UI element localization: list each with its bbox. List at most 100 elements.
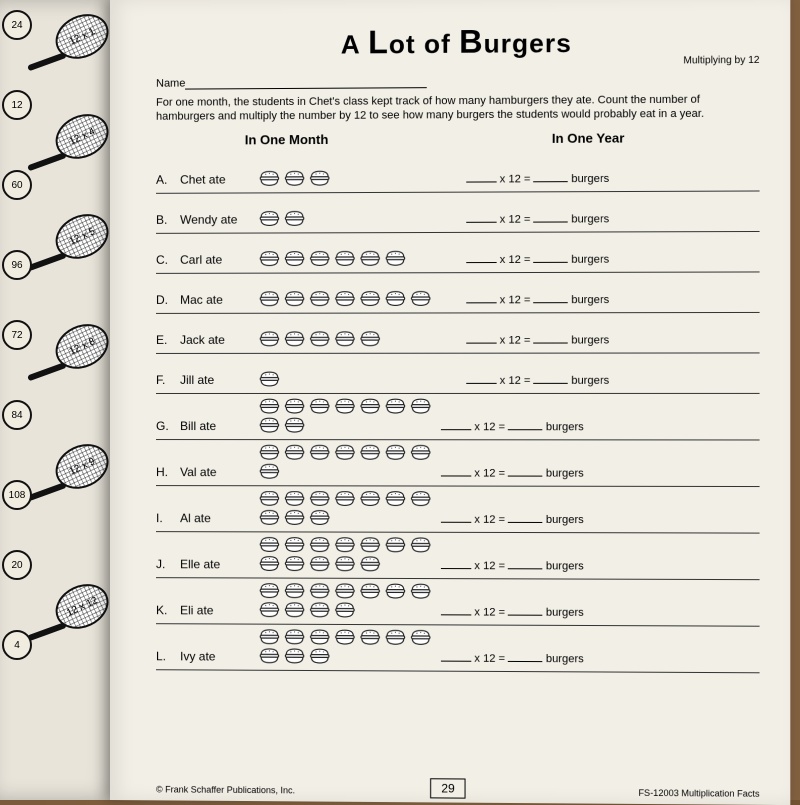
answer-blank-count[interactable] [441, 420, 471, 430]
equation: x 12 = burgers [466, 212, 644, 230]
answer-blank-product[interactable] [534, 333, 569, 343]
student-row: I. Al ate [156, 486, 760, 534]
answer-blank-product[interactable] [508, 420, 543, 430]
burger-icon [309, 398, 331, 415]
burger-icon [410, 398, 432, 415]
burger-icon [309, 330, 331, 347]
left-page: 12 x 1 12 x 4 12 x 5 12 x 8 12 x 9 12 x … [0, 0, 120, 800]
student-row: F. Jill ate x 12 = burgers [156, 353, 760, 394]
answer-blank-count[interactable] [466, 212, 496, 222]
burger-icon [309, 509, 331, 526]
racket-icon: 12 x 4 [17, 106, 120, 198]
equation: x 12 = burgers [466, 373, 644, 390]
burger-icon [309, 290, 331, 307]
answer-blank-product[interactable] [534, 212, 569, 222]
burger-icon [359, 290, 381, 307]
burger-icon [284, 555, 306, 572]
burger-count-icons [258, 250, 466, 271]
racket-icon: 12 x 12 [17, 576, 120, 668]
burger-icon [309, 490, 331, 507]
burger-icon [334, 490, 356, 507]
footer-right: FS-12003 Multiplication Facts [638, 788, 759, 799]
answer-blank-count[interactable] [441, 512, 471, 522]
burger-icon [309, 250, 331, 267]
title-text: ot of [389, 29, 459, 60]
answer-blank-count[interactable] [466, 253, 496, 263]
burger-icon [334, 290, 356, 307]
burger-icon [334, 250, 356, 267]
answer-blank-product[interactable] [508, 512, 543, 522]
burger-icon [284, 444, 306, 461]
header-year: In One Year [418, 129, 760, 146]
student-name: Elle ate [180, 557, 258, 575]
student-name: Jill ate [180, 373, 258, 391]
answer-blank-product[interactable] [534, 293, 569, 303]
equation: x 12 = burgers [441, 651, 619, 669]
student-rows: A. Chet ate x 12 = burgers B. Wendy ate [156, 151, 760, 673]
equation: x 12 = burgers [441, 559, 619, 577]
burger-icon [284, 509, 306, 526]
answer-blank-count[interactable] [441, 559, 471, 569]
burger-icon [334, 601, 356, 618]
burger-icon [284, 417, 306, 434]
burger-icon [258, 601, 280, 618]
answer-blank-count[interactable] [441, 651, 471, 661]
answer-blank-product[interactable] [534, 373, 569, 383]
burger-icon [334, 629, 356, 646]
burger-icon [359, 629, 381, 646]
answer-blank-product[interactable] [508, 651, 543, 661]
student-row: E. Jack ate x 12 = burgers [156, 313, 760, 354]
student-row: B. Wendy ate x 12 = burgers [156, 191, 760, 233]
row-letter: H. [156, 465, 180, 483]
answer-blank-product[interactable] [534, 172, 569, 182]
header-month: In One Month [156, 131, 418, 147]
burger-icon [284, 210, 306, 227]
row-letter: B. [156, 212, 180, 230]
burger-icon [384, 490, 406, 507]
burger-count-icons [258, 582, 441, 622]
answer-blank-product[interactable] [508, 466, 543, 476]
burger-icon [334, 536, 356, 553]
tennis-ball-icon: 20 [2, 550, 32, 580]
name-label: Name [156, 78, 185, 90]
title-text: L [368, 24, 389, 60]
student-row: H. Val ate [156, 440, 760, 487]
burger-icon [309, 170, 331, 187]
burger-icon [410, 290, 432, 307]
answer-blank-count[interactable] [466, 293, 496, 303]
answer-blank-product[interactable] [508, 559, 543, 569]
burger-icon [284, 250, 306, 267]
student-name: Chet ate [180, 172, 258, 190]
answer-blank-count[interactable] [466, 373, 496, 383]
burger-icon [334, 330, 356, 347]
burger-icon [334, 398, 356, 415]
equation: x 12 = burgers [466, 252, 644, 270]
burger-icon [258, 536, 280, 553]
student-row: A. Chet ate x 12 = burgers [156, 151, 760, 194]
burger-icon [410, 444, 432, 461]
answer-blank-product[interactable] [534, 252, 569, 262]
answer-blank-product[interactable] [508, 605, 543, 615]
burger-icon [284, 170, 306, 187]
answer-blank-count[interactable] [441, 605, 471, 615]
burger-icon [410, 490, 432, 507]
answer-blank-count[interactable] [466, 333, 496, 343]
burger-icon [359, 582, 381, 599]
tennis-ball-icon: 108 [2, 480, 32, 510]
burger-icon [309, 536, 331, 553]
racket-icon: 12 x 8 [17, 316, 120, 408]
burger-icon [359, 398, 381, 415]
burger-icon [258, 330, 280, 347]
answer-blank-count[interactable] [441, 466, 471, 476]
student-name: Jack ate [180, 332, 258, 350]
burger-icon [334, 582, 356, 599]
name-blank[interactable] [185, 87, 427, 89]
burger-icon [384, 250, 406, 267]
burger-icon [258, 170, 280, 187]
burger-icon [410, 536, 432, 553]
burger-icon [258, 398, 280, 415]
burger-icon [410, 583, 432, 600]
answer-blank-count[interactable] [466, 172, 496, 182]
burger-icon [309, 628, 331, 645]
burger-count-icons [258, 209, 466, 230]
